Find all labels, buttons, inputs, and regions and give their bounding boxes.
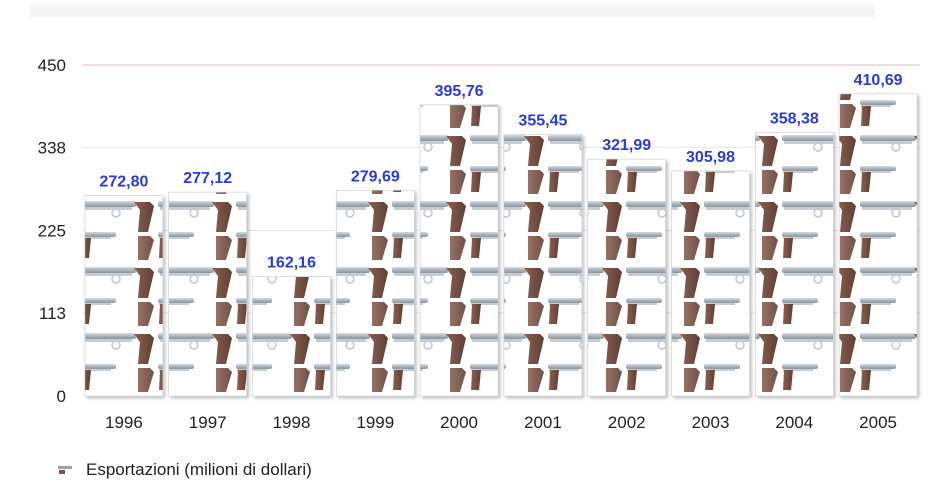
x-tick-label: 2005 <box>859 413 897 432</box>
y-tick-label: 113 <box>39 304 66 323</box>
x-tick-label: 1996 <box>105 413 143 432</box>
bars <box>84 93 918 397</box>
title-banner <box>30 0 875 20</box>
bar <box>503 134 583 397</box>
data-label: 355,45 <box>518 113 567 130</box>
x-tick-label: 1999 <box>356 413 394 432</box>
x-tick-label: 2000 <box>440 413 478 432</box>
data-label: 277,12 <box>183 170 232 187</box>
x-axis-ticks: 1996 1997 1998 1999 2000 2001 2002 2003 2004 2005 <box>105 413 897 432</box>
x-tick-label: 2004 <box>775 413 813 432</box>
y-axis-ticks: 0 113 225 338 450 <box>38 56 66 406</box>
data-label: 410,69 <box>854 72 903 89</box>
y-tick-label: 338 <box>38 138 66 157</box>
pistol-legend-icon <box>58 465 72 475</box>
x-tick-label: 1997 <box>189 413 227 432</box>
bar <box>335 189 415 397</box>
bar <box>587 158 667 397</box>
y-tick-label: 450 <box>38 56 66 75</box>
x-tick-label: 2001 <box>524 413 562 432</box>
data-labels: 272,80 277,12 162,16 279,69 395,76 355,45 321,… <box>99 72 902 272</box>
x-tick-label: 1998 <box>273 413 311 432</box>
bar <box>168 191 247 397</box>
x-tick-label: 2003 <box>692 413 730 432</box>
data-label: 272,80 <box>99 173 148 190</box>
data-label: 162,16 <box>267 255 316 272</box>
x-tick-label: 2002 <box>608 413 646 432</box>
bar <box>754 132 834 397</box>
legend-label: Esportazioni (milioni di dollari) <box>86 460 312 479</box>
data-label: 321,99 <box>602 137 651 154</box>
bar <box>838 93 918 397</box>
bar <box>252 276 331 397</box>
legend: Esportazioni (milioni di dollari) <box>58 460 312 480</box>
bar <box>419 104 499 397</box>
data-label: 279,69 <box>351 168 400 185</box>
data-label: 305,98 <box>686 149 735 166</box>
y-tick-label: 225 <box>38 222 66 241</box>
data-label: 395,76 <box>435 83 484 100</box>
y-tick-label: 0 <box>57 387 66 406</box>
bar <box>84 195 164 397</box>
data-label: 358,38 <box>770 110 819 127</box>
bar <box>671 170 750 397</box>
